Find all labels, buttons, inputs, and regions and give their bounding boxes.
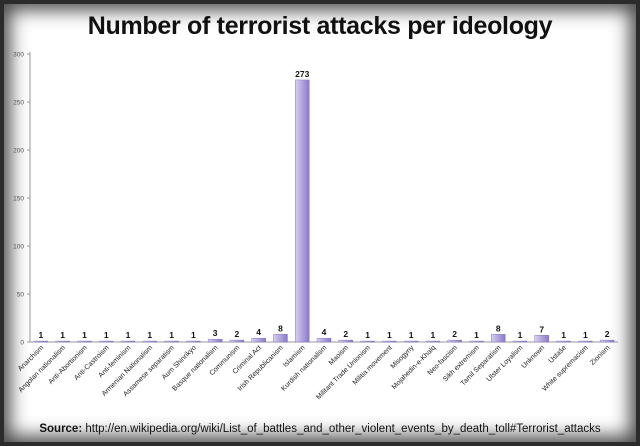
x-tick-label: Zionism: [589, 344, 611, 366]
data-label: 1: [126, 330, 131, 340]
data-label: 273: [295, 69, 309, 79]
y-tick-labels: 0 50 100 150 200 250 300: [13, 52, 24, 347]
bar: [403, 340, 419, 343]
data-label: 1: [82, 330, 87, 340]
data-label: 1: [561, 330, 566, 340]
data-label: 1: [474, 330, 479, 340]
bar: [251, 337, 266, 343]
data-label: 8: [496, 323, 501, 333]
source-label: Source:: [39, 423, 83, 435]
data-label: 2: [235, 329, 240, 339]
y-tick-label: 50: [17, 292, 25, 299]
bar: [99, 340, 114, 343]
data-label: 8: [278, 323, 283, 333]
axes: [27, 52, 618, 343]
bars: [33, 79, 615, 343]
bar: [295, 79, 310, 343]
bar: [599, 339, 615, 343]
x-tick-label: Ustaše: [548, 344, 568, 364]
bar: [425, 340, 441, 343]
y-tick-label: 0: [20, 340, 24, 347]
bar: [338, 339, 353, 343]
bar: [469, 340, 484, 343]
y-tick-label: 200: [13, 148, 24, 155]
data-label: 4: [256, 327, 261, 337]
bar: [186, 340, 201, 343]
data-label: 1: [409, 330, 414, 340]
bar: [534, 335, 549, 343]
bar: [273, 334, 288, 343]
bar: [207, 338, 223, 343]
data-label: 1: [191, 330, 196, 340]
bar: [578, 340, 593, 343]
data-label: 7: [539, 324, 544, 334]
data-label: 3: [213, 328, 218, 338]
bar: [142, 340, 157, 343]
chart-title: Number of terrorist attacks per ideology: [87, 12, 553, 40]
y-tick-label: 250: [13, 100, 24, 107]
data-label: 4: [322, 327, 327, 337]
data-label: 1: [387, 330, 392, 340]
bar: [164, 340, 179, 343]
data-label: 1: [365, 330, 370, 340]
bar: [77, 340, 92, 343]
bar: [512, 340, 528, 343]
y-tick-label: 150: [13, 196, 24, 203]
bar: [229, 339, 245, 343]
source-url: http://en.wikipedia.org/wiki/List_of_bat…: [82, 423, 601, 435]
bar: [120, 340, 136, 343]
data-label: 2: [605, 329, 610, 339]
data-label: 1: [60, 330, 65, 340]
data-label: 1: [431, 330, 436, 340]
bar: [55, 340, 70, 343]
source-note: Source: http://en.wikipedia.org/wiki/Lis…: [0, 423, 640, 435]
data-label: 1: [147, 330, 152, 340]
chart-frame: [4, 4, 636, 442]
y-tick-label: 100: [13, 244, 24, 251]
data-label: 2: [452, 329, 457, 339]
x-tick-label: Tamil Separatism: [460, 344, 503, 387]
bar: [360, 340, 375, 343]
data-label: 2: [343, 329, 348, 339]
data-label: 1: [518, 330, 523, 340]
bar: [556, 340, 571, 343]
bar: [447, 339, 462, 343]
x-tick-label: Anti-Abortionism: [48, 344, 89, 385]
x-tick-label: Unknown: [521, 344, 547, 370]
bar: [491, 334, 506, 343]
x-tick-label: Militia movement: [352, 344, 394, 386]
data-label: 1: [169, 330, 174, 340]
y-tick-label: 300: [13, 52, 24, 59]
bar: [316, 337, 332, 343]
data-label: 1: [583, 330, 588, 340]
bar: [33, 340, 49, 343]
data-labels: 1 1 1 1 1 1 1 1 3 2 4 8 273 4 2 1 1 1 1 2 1 8 1 7 1 1 2: [39, 69, 610, 340]
bar: [382, 340, 397, 343]
data-label: 1: [104, 330, 109, 340]
data-label: 1: [39, 330, 44, 340]
